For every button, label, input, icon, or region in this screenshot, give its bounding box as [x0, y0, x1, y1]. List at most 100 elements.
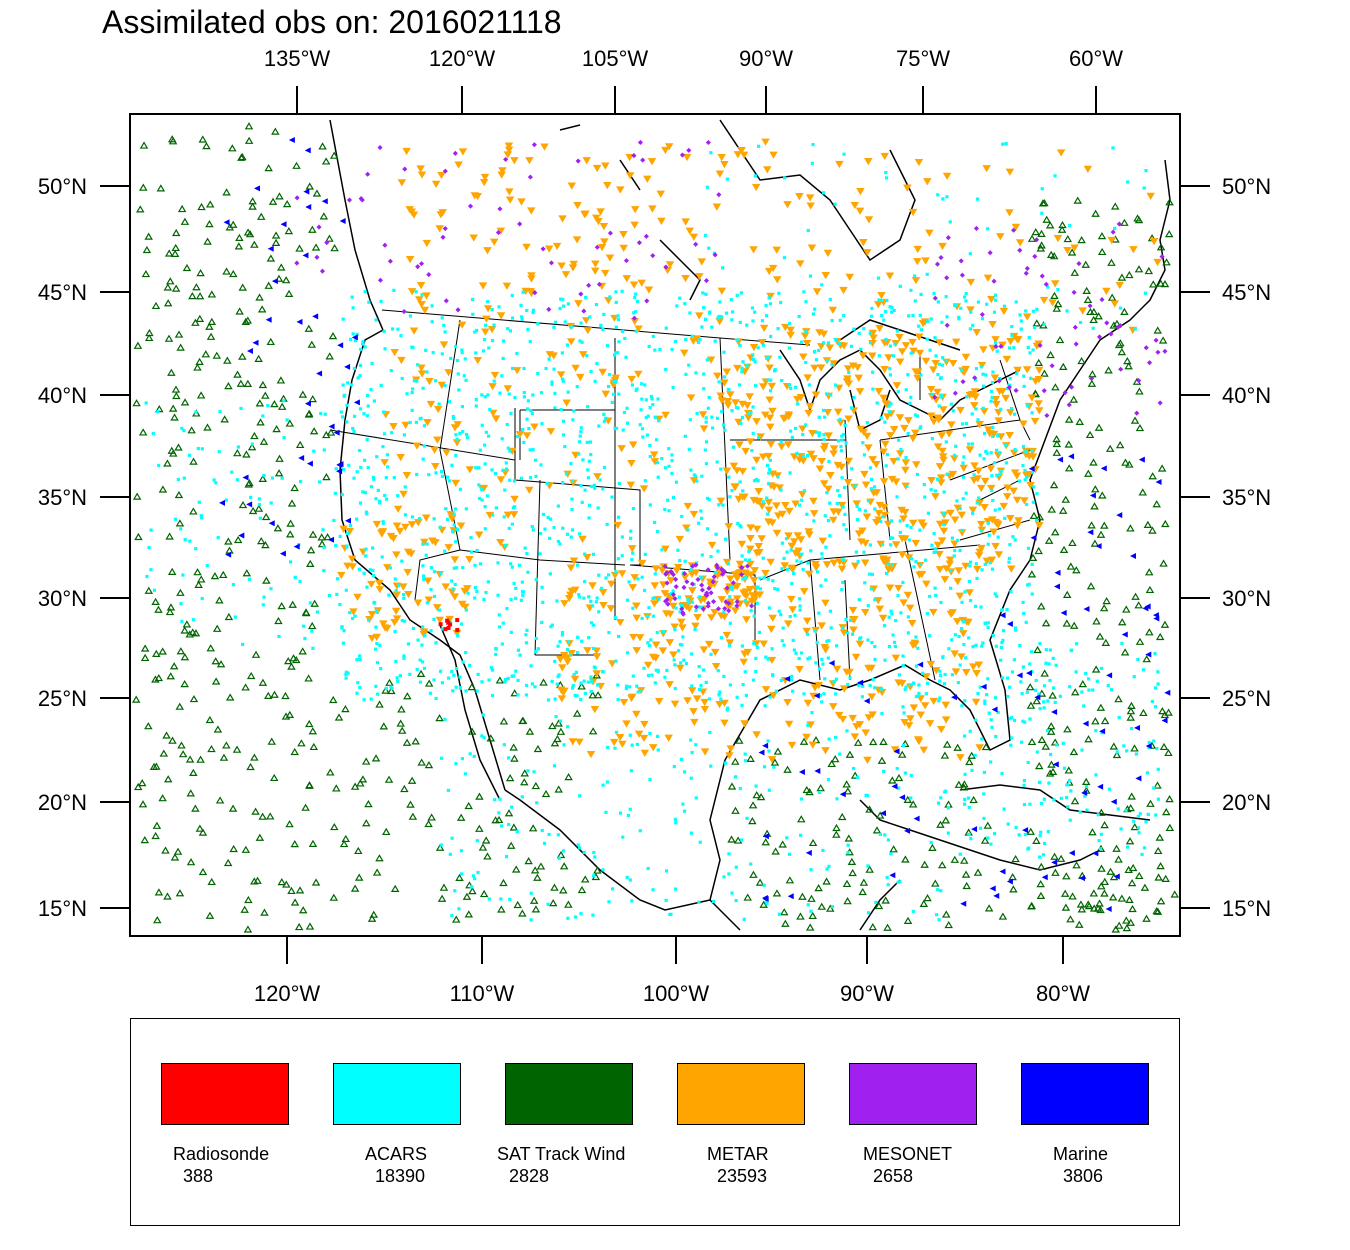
sat-wind-marker — [298, 390, 308, 398]
sat-wind-marker — [1036, 879, 1045, 888]
acars-marker — [418, 417, 422, 421]
metar-marker — [1102, 287, 1111, 296]
acars-marker — [431, 351, 435, 355]
sat-wind-marker — [282, 880, 291, 888]
metar-marker — [959, 630, 968, 638]
metar-marker — [772, 246, 781, 254]
acars-marker — [815, 640, 819, 645]
acars-marker — [869, 587, 873, 591]
metar-marker — [903, 184, 912, 192]
metar-marker — [649, 653, 658, 662]
metar-marker — [994, 409, 1003, 417]
acars-marker — [1038, 834, 1042, 838]
acars-marker — [963, 772, 967, 776]
marine-marker — [336, 468, 343, 475]
mesonet-marker — [705, 139, 711, 146]
acars-marker — [247, 577, 252, 581]
marine-marker — [302, 252, 309, 259]
metar-marker — [571, 586, 580, 594]
sat-wind-marker — [1072, 861, 1081, 869]
metar-marker — [679, 349, 689, 357]
metar-marker — [622, 275, 632, 283]
sat-wind-marker — [163, 892, 172, 900]
sat-wind-marker — [1048, 691, 1057, 699]
acars-marker — [356, 681, 360, 685]
acars-marker — [638, 829, 642, 833]
acars-marker — [694, 796, 698, 800]
sat-wind-marker — [1089, 458, 1098, 466]
metar-marker — [687, 570, 697, 578]
acars-marker — [890, 305, 894, 310]
acars-marker — [358, 685, 362, 690]
acars-marker — [976, 418, 980, 422]
acars-marker — [719, 467, 723, 471]
marine-marker — [288, 136, 295, 143]
metar-marker — [403, 548, 413, 556]
metar-marker — [1011, 223, 1021, 231]
acars-marker — [730, 488, 734, 493]
acars-marker — [421, 457, 425, 461]
metar-marker — [961, 353, 971, 362]
acars-marker — [937, 404, 941, 408]
metar-marker — [601, 390, 611, 398]
acars-marker — [1000, 771, 1004, 776]
sat-wind-marker — [178, 750, 188, 758]
sat-wind-marker — [554, 719, 563, 727]
acars-marker — [758, 587, 763, 591]
legend-item-radiosonde: Radiosonde 388 — [161, 1019, 333, 1225]
acars-marker — [885, 298, 889, 303]
acars-marker — [897, 673, 901, 677]
acars-marker — [633, 295, 637, 299]
marine-marker — [242, 474, 249, 481]
sat-wind-marker — [306, 546, 316, 554]
acars-marker — [776, 587, 780, 591]
acars-marker — [358, 501, 363, 505]
acars-marker — [1013, 628, 1018, 632]
metar-marker — [892, 382, 902, 390]
acars-marker — [660, 456, 664, 461]
acars-marker — [1155, 747, 1159, 751]
acars-marker — [813, 629, 817, 633]
acars-marker — [1034, 678, 1038, 683]
acars-marker — [1094, 773, 1098, 777]
acars-marker — [673, 887, 678, 891]
metar-marker — [706, 356, 716, 364]
acars-marker — [739, 525, 743, 529]
acars-marker — [1030, 670, 1034, 674]
acars-marker — [561, 419, 565, 423]
acars-marker — [781, 626, 785, 630]
acars-marker — [546, 515, 550, 520]
acars-marker — [808, 656, 812, 660]
acars-marker — [882, 318, 886, 322]
metar-marker — [996, 433, 1006, 441]
acars-marker — [607, 900, 611, 904]
sat-wind-marker — [248, 506, 258, 515]
sat-wind-marker — [1027, 234, 1037, 242]
metar-marker — [583, 647, 592, 655]
metar-marker — [812, 288, 822, 296]
metar-marker — [914, 158, 924, 167]
metar-marker — [976, 520, 986, 529]
metar-marker — [766, 292, 775, 301]
acars-marker — [834, 644, 839, 648]
sat-wind-marker — [1052, 304, 1061, 312]
sat-wind-marker — [289, 654, 298, 662]
acars-marker — [646, 414, 650, 418]
mesonet-marker — [952, 390, 958, 396]
metar-marker — [730, 483, 740, 492]
acars-marker — [651, 888, 655, 892]
acars-marker — [707, 395, 711, 400]
sat-wind-marker — [310, 599, 319, 607]
acars-marker — [616, 697, 620, 702]
acars-marker — [424, 348, 428, 352]
metar-marker — [994, 417, 1003, 425]
metar-marker — [829, 559, 839, 567]
metar-marker — [803, 617, 812, 625]
metar-marker — [845, 273, 854, 281]
sat-wind-marker — [287, 662, 296, 670]
acars-marker — [995, 474, 999, 478]
sat-wind-marker — [258, 678, 268, 686]
acars-marker — [355, 517, 359, 521]
acars-marker — [561, 379, 565, 383]
acars-marker — [605, 344, 610, 348]
